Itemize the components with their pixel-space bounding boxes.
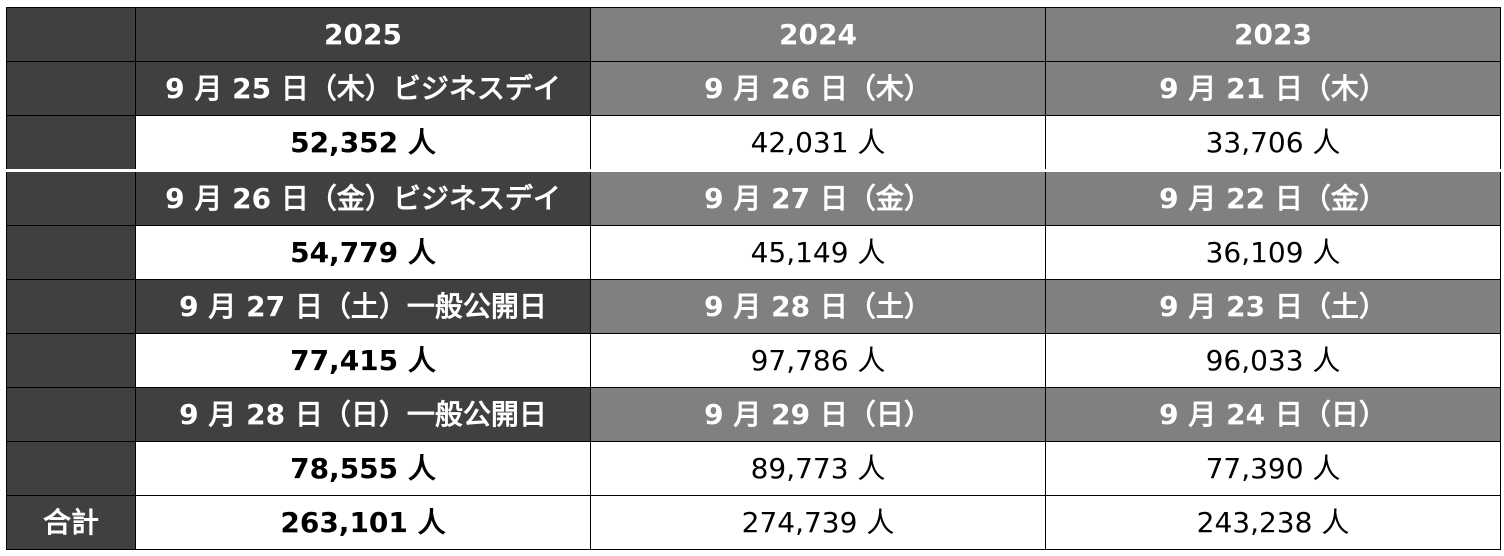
- total-row: 合計 263,101 人 274,739 人 243,238 人: [6, 495, 1501, 550]
- value-cell-2024: 97,786 人: [590, 333, 1046, 388]
- value-cell-2024: 89,773 人: [590, 441, 1046, 496]
- date-cell-2025: 9 月 26 日（金）ビジネスデイ: [135, 169, 591, 226]
- date-cell-2024: 9 月 29 日（日）: [590, 387, 1046, 442]
- date-cell-2025: 9 月 25 日（木）ビジネスデイ: [135, 61, 591, 116]
- year-header-2025: 2025: [135, 7, 591, 62]
- value-cell-2025: 52,352 人: [135, 115, 591, 171]
- year-header-2023: 2023: [1045, 7, 1501, 62]
- row-label-cell: [6, 387, 136, 442]
- date-row-day2: 9 月 26 日（金）ビジネスデイ 9 月 27 日（金） 9 月 22 日（金…: [6, 169, 1501, 226]
- row-label-cell: [6, 115, 136, 171]
- date-cell-2024: 9 月 28 日（土）: [590, 279, 1046, 334]
- year-header-row: 2025 2024 2023: [6, 7, 1501, 62]
- value-cell-2023: 36,109 人: [1045, 225, 1501, 280]
- row-label-cell: [6, 169, 136, 226]
- value-cell-2025: 78,555 人: [135, 441, 591, 496]
- row-label-cell: [6, 441, 136, 496]
- total-label: 合計: [6, 495, 136, 550]
- value-row-day3: 77,415 人 97,786 人 96,033 人: [6, 333, 1501, 388]
- value-row-day4: 78,555 人 89,773 人 77,390 人: [6, 441, 1501, 496]
- value-cell-2024: 45,149 人: [590, 225, 1046, 280]
- date-row-day3: 9 月 27 日（土）一般公開日 9 月 28 日（土） 9 月 23 日（土）: [6, 279, 1501, 334]
- row-label-cell: [6, 333, 136, 388]
- date-row-day1: 9 月 25 日（木）ビジネスデイ 9 月 26 日（木） 9 月 21 日（木…: [6, 61, 1501, 116]
- date-cell-2024: 9 月 26 日（木）: [590, 61, 1046, 116]
- date-cell-2023: 9 月 21 日（木）: [1045, 61, 1501, 116]
- value-cell-2025: 54,779 人: [135, 225, 591, 280]
- value-row-day1: 52,352 人 42,031 人 33,706 人: [6, 115, 1501, 171]
- date-cell-2023: 9 月 23 日（土）: [1045, 279, 1501, 334]
- date-cell-2025: 9 月 27 日（土）一般公開日: [135, 279, 591, 334]
- value-cell-2023: 96,033 人: [1045, 333, 1501, 388]
- value-cell-2023: 77,390 人: [1045, 441, 1501, 496]
- date-row-day4: 9 月 28 日（日）一般公開日 9 月 29 日（日） 9 月 24 日（日）: [6, 387, 1501, 442]
- attendance-table: 2025 2024 2023 9 月 25 日（木）ビジネスデイ 9 月 26 …: [6, 7, 1501, 550]
- date-cell-2023: 9 月 24 日（日）: [1045, 387, 1501, 442]
- value-cell-2025: 77,415 人: [135, 333, 591, 388]
- date-cell-2025: 9 月 28 日（日）一般公開日: [135, 387, 591, 442]
- value-row-day2: 54,779 人 45,149 人 36,109 人: [6, 225, 1501, 280]
- date-cell-2023: 9 月 22 日（金）: [1045, 169, 1501, 226]
- date-cell-2024: 9 月 27 日（金）: [590, 169, 1046, 226]
- year-header-2024: 2024: [590, 7, 1046, 62]
- value-cell-2024: 42,031 人: [590, 115, 1046, 171]
- row-label-cell: [6, 225, 136, 280]
- total-cell-2025: 263,101 人: [135, 495, 591, 550]
- value-cell-2023: 33,706 人: [1045, 115, 1501, 171]
- total-cell-2023: 243,238 人: [1045, 495, 1501, 550]
- row-label-cell: [6, 279, 136, 334]
- corner-cell: [6, 7, 136, 62]
- row-label-cell: [6, 61, 136, 116]
- total-cell-2024: 274,739 人: [590, 495, 1046, 550]
